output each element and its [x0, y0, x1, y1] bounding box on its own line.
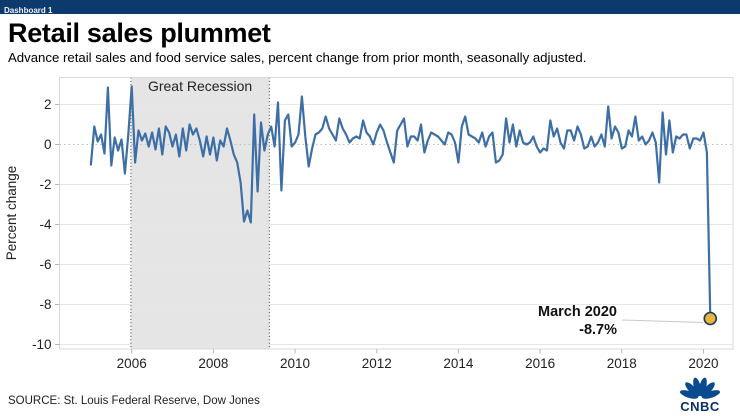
- annotation-date-label: March 2020: [538, 304, 617, 320]
- dashboard-tab[interactable]: Dashboard 1: [4, 6, 53, 15]
- x-tick-label: 2012: [362, 356, 392, 371]
- source-note: SOURCE: St. Louis Federal Reserve, Dow J…: [8, 395, 260, 407]
- y-tick-label: -10: [32, 337, 52, 352]
- x-tick-label: 2016: [525, 356, 555, 371]
- y-tick-label: -6: [39, 257, 51, 272]
- y-axis-title: Percent change: [4, 166, 19, 261]
- annotation-connector-line: [621, 319, 704, 323]
- page-subtitle: Advance retail sales and food service sa…: [8, 50, 587, 65]
- cnbc-peacock-icon: [679, 377, 721, 399]
- dashboard-tab-bar: Dashboard 1: [0, 0, 740, 15]
- page-title: Retail sales plummet: [8, 18, 271, 48]
- cnbc-logo: CNBC: [679, 377, 721, 414]
- plot-area-border: [59, 77, 734, 350]
- y-tick-label: 2: [44, 97, 52, 112]
- y-tick-label: -4: [39, 217, 51, 232]
- x-tick-label: 2020: [688, 356, 718, 371]
- y-tick-label: -2: [39, 177, 51, 192]
- cnbc-logo-text: CNBC: [680, 399, 720, 414]
- x-tick-label: 2018: [607, 356, 637, 371]
- x-tick-label: 2010: [280, 356, 310, 371]
- recession-band-label: Great Recession: [148, 78, 252, 94]
- x-tick-label: 2008: [198, 356, 228, 371]
- march-2020-data-point[interactable]: [703, 311, 718, 326]
- retail-sales-series-line[interactable]: [89, 85, 712, 320]
- annotation-value-label: -8.7%: [579, 322, 617, 338]
- x-tick-label: 2006: [117, 356, 147, 371]
- x-tick-label: 2014: [443, 356, 474, 371]
- y-tick-label: 0: [44, 137, 52, 152]
- y-tick-label: -8: [39, 297, 51, 312]
